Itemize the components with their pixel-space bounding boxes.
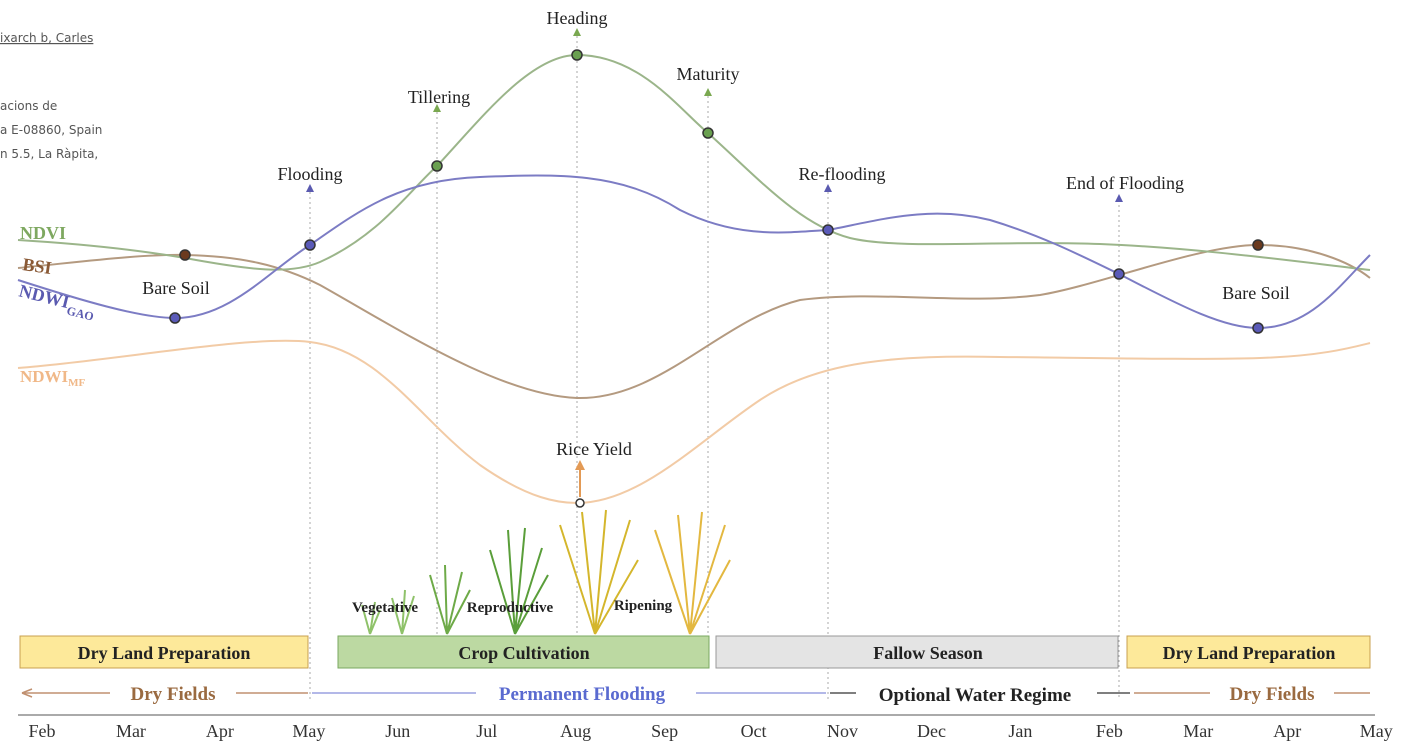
season-boxes [19,635,1371,669]
stage-label: Maturity [677,64,740,84]
month-label: Feb [1096,721,1123,741]
month-label: Sep [651,721,678,741]
index-label: NDVI [20,223,66,243]
water-label: Dry Fields [1230,684,1315,705]
header-text: n 5.5, La Ràpita, [0,147,98,161]
month-label: Apr [1273,721,1301,741]
month-label: May [1360,721,1393,741]
water-label: Dry Fields [131,684,216,705]
annotation: Bare Soil [1222,283,1290,303]
stage-markers [306,28,1123,202]
month-label: Feb [29,721,56,741]
index-label: BSI [21,254,53,278]
month-axis: Feb Mar Apr May Jun Jul Aug Sep Oct Nov Dec Jan Feb M… [29,721,1393,741]
index-name: NDWI [17,280,71,312]
index-label: NDWIGAO [16,280,98,323]
stage-label: End of Flooding [1066,173,1184,193]
index-subscript: GAO [65,303,95,323]
month-label: Mar [1183,721,1213,741]
header-text: ixarch b, Carles [0,31,93,45]
month-label: Jun [385,721,410,741]
stage-label: Tillering [408,87,470,107]
annotation: Bare Soil [142,278,210,298]
yield-arrow [575,460,585,497]
stage-label: Heading [547,8,608,28]
month-label: Oct [741,721,767,741]
header-text: acions de [0,99,57,113]
month-label: Jan [1008,721,1032,741]
stage-label: Flooding [277,164,342,184]
index-name: NDWI [20,367,69,386]
month-label: May [292,721,325,741]
phase-label: Vegetative [352,600,418,616]
index-label: NDWIMF [20,367,86,389]
phase-label: Reproductive [467,600,554,616]
season-label: Dry Land Preparation [78,643,251,663]
month-label: Jul [476,721,497,741]
index-curves [17,53,1371,505]
annotation: Rice Yield [556,439,632,459]
header-text: a E-08860, Spain [0,123,102,137]
index-subscript: MF [68,377,85,389]
water-label: Permanent Flooding [499,684,666,705]
month-label: Apr [206,721,234,741]
water-arrows [21,688,1370,698]
season-label: Crop Cultivation [458,643,589,663]
month-label: Dec [917,721,946,741]
season-label: Fallow Season [873,643,983,663]
rice-plants [361,509,731,635]
month-label: Mar [116,721,146,741]
season-label: Dry Land Preparation [1163,643,1336,663]
month-label: Aug [560,721,591,741]
curve-points [169,49,1264,508]
month-label: Nov [827,721,858,741]
phase-label: Ripening [614,598,673,614]
stage-label: Re-flooding [799,164,886,184]
water-label: Optional Water Regime [879,685,1071,706]
guide-lines [309,36,1120,700]
